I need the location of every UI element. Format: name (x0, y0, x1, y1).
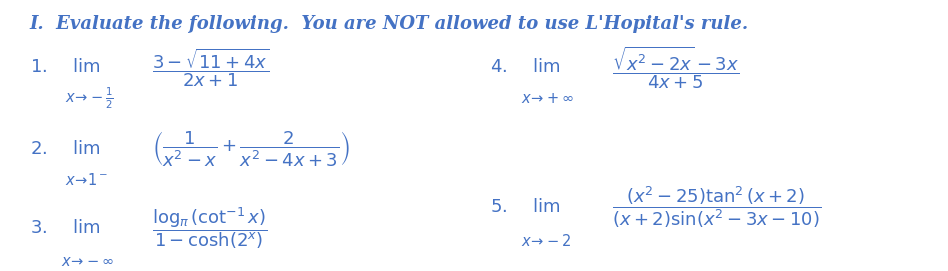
Text: $\dfrac{\log_{\pi}(\cot^{-1}x)}{1-\cosh(2^x)}$: $\dfrac{\log_{\pi}(\cot^{-1}x)}{1-\cosh(… (152, 205, 267, 251)
Text: $\dfrac{(x^2-25)\tan^2(x+2)}{(x+2)\sin(x^2-3x-10)}$: $\dfrac{(x^2-25)\tan^2(x+2)}{(x+2)\sin(x… (611, 184, 821, 230)
Text: $x\!\to\!-2$: $x\!\to\!-2$ (520, 233, 571, 249)
Text: $\dfrac{\sqrt{x^2-2x}-3x}{4x+5}$: $\dfrac{\sqrt{x^2-2x}-3x}{4x+5}$ (611, 44, 738, 91)
Text: $\left(\dfrac{1}{x^2-x}+\dfrac{2}{x^2-4x+3}\right)$: $\left(\dfrac{1}{x^2-x}+\dfrac{2}{x^2-4x… (152, 129, 350, 168)
Text: $\lim$: $\lim$ (72, 140, 100, 158)
Text: $2.$: $2.$ (29, 140, 46, 158)
Text: $\lim$: $\lim$ (532, 58, 559, 76)
Text: I.  Evaluate the following.  You are NOT allowed to use L'Hopital's rule.: I. Evaluate the following. You are NOT a… (29, 15, 749, 33)
Text: $3.$: $3.$ (29, 219, 46, 237)
Text: $x\!\to\!1^-$: $x\!\to\!1^-$ (65, 172, 108, 188)
Text: $x\!\to\!-\frac{1}{2}$: $x\!\to\!-\frac{1}{2}$ (65, 86, 114, 111)
Text: $\lim$: $\lim$ (72, 219, 100, 237)
Text: $\lim$: $\lim$ (532, 198, 559, 216)
Text: $x\!\to\!+\infty$: $x\!\to\!+\infty$ (520, 92, 574, 106)
Text: $4.$: $4.$ (489, 58, 507, 76)
Text: $x\!\to\!-\infty$: $x\!\to\!-\infty$ (61, 255, 114, 269)
Text: $\dfrac{3-\sqrt{11+4x}}{2x+1}$: $\dfrac{3-\sqrt{11+4x}}{2x+1}$ (152, 46, 269, 89)
Text: $\lim$: $\lim$ (72, 58, 100, 76)
Text: $1.$: $1.$ (29, 58, 46, 76)
Text: $5.$: $5.$ (489, 198, 507, 216)
